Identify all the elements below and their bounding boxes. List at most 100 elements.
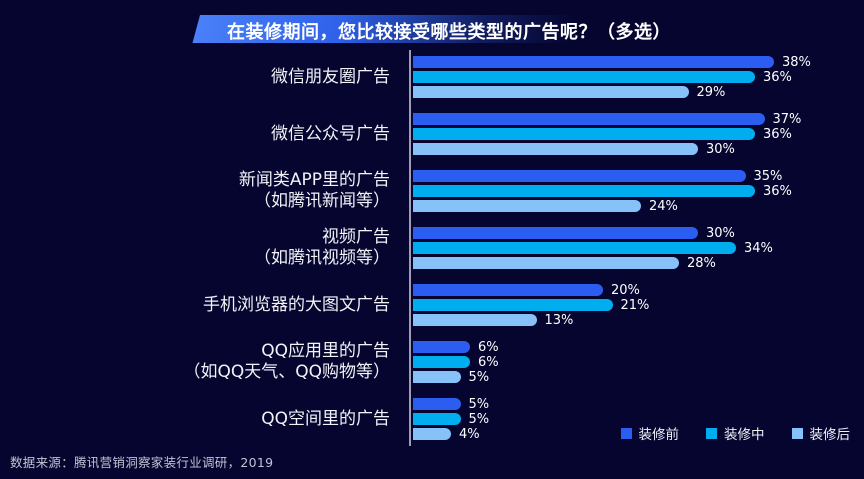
bar-series-1: [413, 170, 746, 182]
bar-series-2: [413, 242, 736, 254]
bar-series-2: [413, 356, 470, 368]
bar-series-1: [413, 341, 470, 353]
bar-series-3: [413, 257, 679, 269]
bar-series-2: [413, 413, 461, 425]
bar-series-3: [413, 428, 451, 440]
bar-row: 5%: [411, 411, 864, 427]
legend-item: 装修后: [791, 423, 851, 443]
bar-series-1: [413, 398, 461, 410]
value-label: 34%: [744, 240, 773, 256]
chart-title-banner: 在装修期间，您比较接受哪些类型的广告呢？（多选）: [192, 15, 680, 43]
bar-row: 6%: [411, 339, 864, 355]
value-label: 4%: [459, 426, 480, 442]
bar-row: 29%: [411, 84, 864, 100]
value-label: 38%: [782, 54, 811, 70]
bar-row: 30%: [411, 141, 864, 157]
bar-row: 6%: [411, 354, 864, 370]
bar-series-2: [413, 185, 755, 197]
bar-series-1: [413, 227, 698, 239]
bar-row: 5%: [411, 369, 864, 385]
category-group: QQ应用里的广告 （如QQ天气、QQ购物等） 6% 6% 5%: [0, 339, 864, 385]
legend-item: 装修中: [706, 423, 765, 443]
value-label: 6%: [478, 339, 499, 355]
value-label: 37%: [772, 111, 802, 127]
bar-row: 24%: [411, 198, 864, 214]
bar-series-3: [413, 371, 461, 383]
bar-row: 37%: [411, 111, 864, 127]
bar-stack: 37% 36% 30%: [411, 111, 864, 157]
legend-label: 装修后: [809, 427, 851, 443]
bar-stack: 20% 21% 13%: [411, 282, 864, 328]
category-label: 视频广告 （如腾讯视频等）: [254, 227, 390, 268]
bar-chart: 微信朋友圈广告 38% 36% 29% 微信公众号广告 37% 36% 30% 新闻类APP里的…: [0, 50, 864, 446]
bar-row: 20%: [411, 282, 864, 298]
category-label: 微信朋友圈广告: [271, 66, 390, 87]
category-group: 微信朋友圈广告 38% 36% 29%: [0, 54, 864, 100]
bar-stack: 5% 5% 4%: [411, 396, 864, 442]
value-label: 24%: [649, 198, 678, 214]
category-group: 视频广告 （如腾讯视频等） 30% 34% 28%: [0, 225, 864, 271]
value-label: 28%: [687, 255, 716, 271]
legend: 装修前 装修中 装修后: [620, 423, 851, 443]
bar-row: 36%: [411, 126, 864, 142]
value-label: 30%: [706, 225, 735, 241]
category-group: 微信公众号广告 37% 36% 30%: [0, 111, 864, 157]
bar-series-2: [413, 128, 755, 140]
bar-row: 38%: [411, 54, 864, 70]
bar-series-1: [413, 56, 774, 68]
bar-stack: 38% 36% 29%: [411, 54, 864, 100]
y-axis-line: [409, 50, 411, 446]
value-label: 36%: [763, 126, 792, 142]
bar-row: 28%: [411, 255, 864, 271]
category-label: QQ空间里的广告: [261, 408, 390, 429]
bar-row: 36%: [411, 69, 864, 85]
bar-series-3: [413, 200, 641, 212]
value-label: 30%: [706, 141, 735, 157]
value-label: 21%: [620, 297, 650, 313]
value-label: 29%: [696, 84, 726, 100]
value-label: 35%: [753, 168, 783, 184]
value-label: 36%: [763, 69, 792, 85]
legend-swatch-icon: [791, 427, 803, 439]
legend-label: 装修中: [724, 427, 765, 443]
value-label: 5%: [468, 411, 490, 427]
page-title: 在装修期间，您比较接受哪些类型的广告呢？（多选）: [227, 22, 671, 43]
category-group: QQ空间里的广告 5% 5% 4%: [0, 396, 864, 442]
bar-groups: 微信朋友圈广告 38% 36% 29% 微信公众号广告 37% 36% 30% 新闻类APP里的…: [0, 50, 864, 446]
bar-row: 21%: [411, 297, 864, 313]
bar-stack: 35% 36% 24%: [411, 168, 864, 214]
bar-stack: 30% 34% 28%: [411, 225, 864, 271]
bar-series-1: [413, 113, 765, 125]
category-label: 微信公众号广告: [271, 123, 390, 144]
bar-stack: 6% 6% 5%: [411, 339, 864, 385]
bar-row: 5%: [411, 396, 864, 412]
category-group: 新闻类APP里的广告 （如腾讯新闻等） 35% 36% 24%: [0, 168, 864, 214]
category-label: QQ应用里的广告 （如QQ天气、QQ购物等）: [183, 341, 390, 382]
bar-row: 13%: [411, 312, 864, 328]
category-group: 手机浏览器的大图文广告 20% 21% 13%: [0, 282, 864, 328]
bar-row: 35%: [411, 168, 864, 184]
value-label: 5%: [468, 396, 490, 412]
bar-row: 30%: [411, 225, 864, 241]
value-label: 6%: [478, 354, 499, 370]
bar-series-3: [413, 86, 689, 98]
bar-row: 4%: [411, 426, 864, 442]
legend-label: 装修前: [638, 427, 680, 443]
value-label: 20%: [611, 282, 640, 298]
bar-row: 34%: [411, 240, 864, 256]
value-label: 5%: [468, 369, 490, 385]
legend-swatch-icon: [706, 427, 717, 439]
value-label: 13%: [544, 312, 574, 328]
bar-series-3: [413, 143, 698, 155]
legend-swatch-icon: [620, 427, 632, 439]
bar-series-1: [413, 284, 603, 296]
value-label: 36%: [763, 183, 792, 199]
bar-row: 36%: [411, 183, 864, 199]
category-label: 新闻类APP里的广告 （如腾讯新闻等）: [238, 170, 390, 211]
bar-series-2: [413, 299, 613, 311]
data-source: 数据来源：腾讯营销洞察家装行业调研，2019: [10, 455, 274, 470]
bar-series-2: [413, 71, 755, 83]
legend-item: 装修前: [620, 423, 680, 443]
category-label: 手机浏览器的大图文广告: [203, 294, 390, 315]
